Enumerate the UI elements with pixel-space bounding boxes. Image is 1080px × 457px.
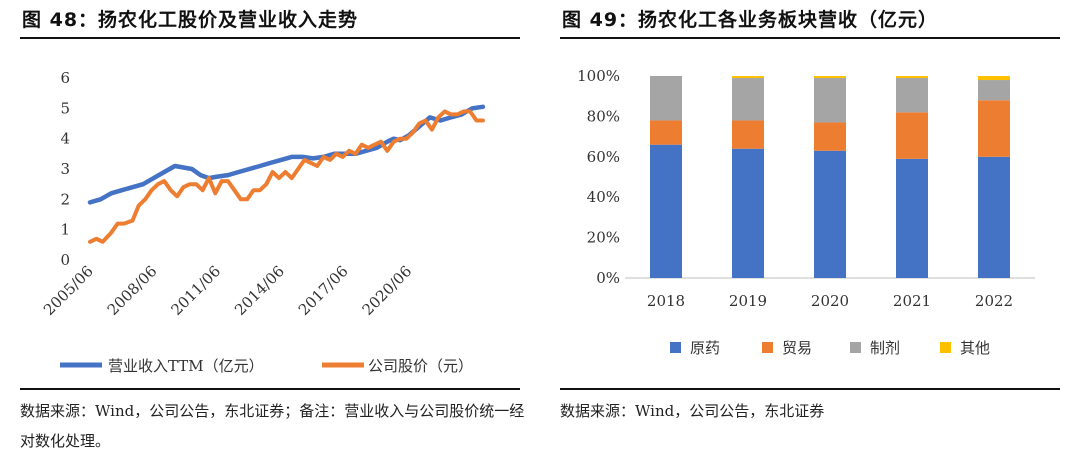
bar-segment	[732, 148, 764, 278]
bar-segment	[650, 144, 682, 278]
y-tick-label: 0	[60, 251, 70, 269]
y-tick-label: 0%	[596, 269, 620, 287]
price-series-line	[88, 109, 485, 244]
figure-49-title: 图 49：扬农化工各业务板块营收（亿元）	[562, 9, 939, 31]
x-tick-label: 2018	[647, 292, 685, 310]
bar-segment	[732, 120, 764, 149]
x-tick-label: 2019	[729, 292, 767, 310]
x-tick-label: 2021	[893, 292, 931, 310]
y-tick-label: 40%	[587, 188, 620, 206]
x-tick-label: 2008/06	[104, 262, 161, 319]
bar-segment	[814, 122, 846, 151]
figure-49-top-rule	[560, 37, 1060, 39]
x-tick-label: 2020	[811, 292, 849, 310]
x-tick-label: 2011/06	[167, 262, 224, 319]
line-chart: 0 1 2 3 4 5 6 2005/06 2008/06 2011/06 2014/06 2017/…	[40, 69, 486, 375]
bar-segment	[978, 100, 1010, 157]
legend-swatch	[940, 342, 951, 353]
legend-price-label: 公司股价（元）	[368, 357, 473, 375]
bar-segment	[896, 112, 928, 159]
bar-segment	[896, 78, 928, 113]
figure-49-bottom-rule	[560, 388, 1060, 390]
legend-label: 原药	[690, 339, 720, 357]
legend-swatch	[762, 342, 773, 353]
legend-swatch	[850, 342, 861, 353]
x-tick-label: 2005/06	[40, 262, 97, 319]
bar-segment	[978, 156, 1010, 278]
x-tick-label: 2017/06	[295, 262, 352, 319]
legend-swatch	[670, 342, 681, 353]
x-tick-label: 2022	[975, 292, 1013, 310]
y-tick-label: 1	[60, 221, 70, 239]
y-tick-label: 3	[60, 160, 70, 178]
y-tick-label: 6	[60, 69, 70, 87]
y-tick-label: 2	[60, 190, 70, 208]
bar-segment	[978, 80, 1010, 101]
figure-48-top-rule	[20, 37, 520, 39]
figure-49-panel: 图 49：扬农化工各业务板块营收（亿元） 0% 20% 40% 60% 80% 100% 2…	[540, 0, 1080, 457]
y-tick-label: 80%	[587, 107, 620, 125]
y-tick-label: 60%	[587, 148, 620, 166]
bar-segment	[650, 76, 682, 121]
legend-revenue-label: 营业收入TTM（亿元）	[108, 357, 264, 375]
bar-segment	[732, 78, 764, 121]
bar-segment	[732, 76, 764, 79]
y-tick-label: 5	[60, 99, 70, 117]
y-tick-label: 20%	[587, 229, 620, 247]
bar-segment	[814, 150, 846, 278]
y-tick-label: 4	[60, 130, 70, 148]
bar-segment	[896, 158, 928, 278]
figure-49-source-note: 数据来源：Wind，公司公告，东北证券	[560, 402, 825, 420]
figure-48-bottom-rule	[20, 388, 520, 390]
y-tick-label: 100%	[577, 67, 620, 85]
figure-48-panel: 图 48：扬农化工股价及营业收入走势 0 1 2 3 4 5 6 2005/06 2008/06…	[20, 9, 525, 450]
legend-label: 贸易	[782, 339, 812, 357]
bar-segment	[650, 120, 682, 145]
bar-segment	[814, 76, 846, 79]
bar-segment	[978, 76, 1010, 81]
bar-segment	[814, 78, 846, 123]
figure-48-source-note: 数据来源：Wind，公司公告，东北证券；备注：营业收入与公司股价统一经对数化处理…	[20, 402, 525, 450]
legend-label: 制剂	[870, 339, 900, 357]
stacked-bar-chart: 0% 20% 40% 60% 80% 100% 2018 2019 2020 2021 2022 原药…	[577, 67, 1035, 357]
x-tick-label: 2020/06	[359, 262, 416, 319]
figure-48-title: 图 48：扬农化工股价及营业收入走势	[22, 9, 359, 31]
bar-segment	[896, 76, 928, 79]
legend-label: 其他	[960, 339, 990, 357]
x-tick-label: 2014/06	[231, 262, 288, 319]
